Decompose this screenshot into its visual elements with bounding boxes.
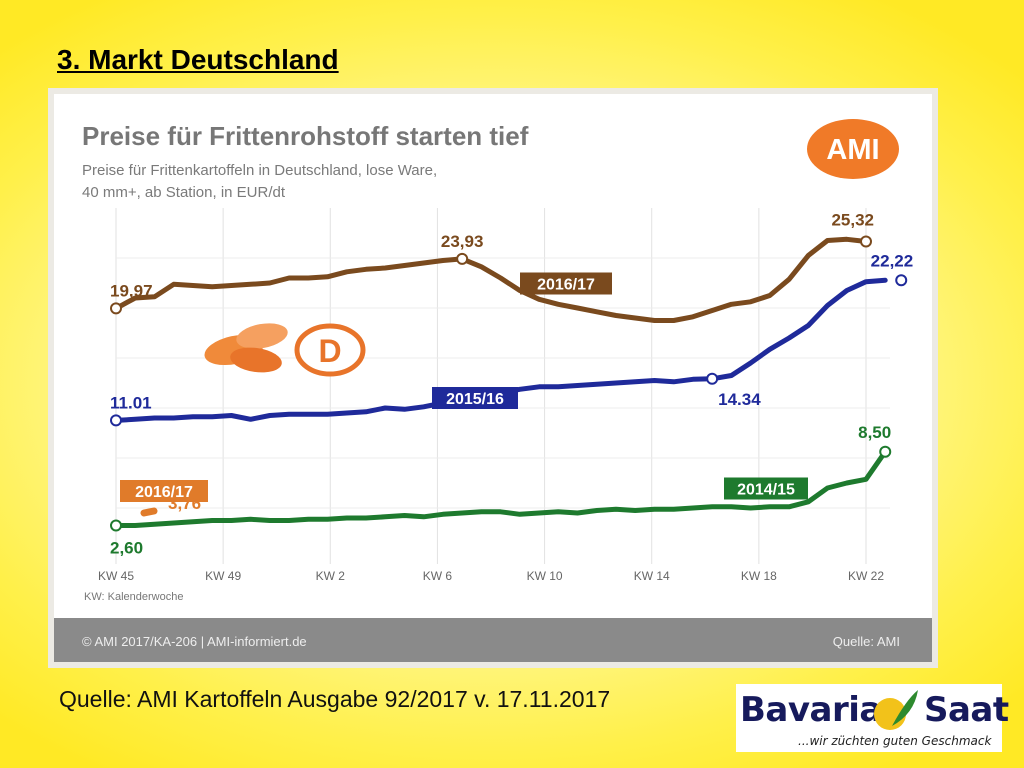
marker-2015-16-low xyxy=(706,372,719,385)
legend-tag-2014-15: 2014/15 xyxy=(737,482,795,499)
legend-tag-2015-16-bg xyxy=(432,387,518,409)
data-label-2016-17-end: 25,32 xyxy=(831,211,874,230)
logo-tagline: ...wir züchten guten Geschmack xyxy=(798,734,992,748)
marker-2016-17-start xyxy=(110,302,122,315)
logo-word-left: Bavaria xyxy=(740,690,882,730)
marker-2016-17-end xyxy=(860,235,872,248)
price-chart: Preise für Frittenrohstoff starten tief … xyxy=(48,88,938,668)
data-label-2016-17-current-end: 3,76 xyxy=(168,494,201,513)
logo-sun-icon xyxy=(874,690,918,730)
data-label-2014-15-end: 8,50 xyxy=(858,423,891,442)
x-tick-label: KW 49 xyxy=(205,569,241,583)
marker-2015-16-start xyxy=(110,414,122,427)
marker-2014-15-start xyxy=(110,519,122,532)
marker-2016-17-peak xyxy=(456,252,469,265)
data-label-2015-16-end: 22,22 xyxy=(871,251,914,270)
chart-footer-right: Quelle: AMI xyxy=(833,634,900,649)
data-label-2014-15-start: 2,60 xyxy=(110,539,143,558)
marker-2015-16-end xyxy=(895,274,908,287)
legend-tag-2016-17-current: 2016/17 xyxy=(135,484,193,501)
potato-icon xyxy=(204,323,288,373)
x-tick-label: KW 2 xyxy=(316,569,346,583)
chart-title: Preise für Frittenrohstoff starten tief xyxy=(82,121,529,151)
x-tick-label: KW 10 xyxy=(527,569,563,583)
chart-subtitle-line1: Preise für Frittenkartoffeln in Deutschl… xyxy=(82,162,437,179)
x-axis-label: KW: Kalenderwoche xyxy=(84,591,183,603)
legend-tag-2016-17-current-bg xyxy=(120,480,208,502)
legend-tag-2015-16: 2015/16 xyxy=(446,391,504,408)
x-tick-label: KW 14 xyxy=(634,569,670,583)
chart-plot-bg xyxy=(54,94,932,618)
x-tick-label: KW 6 xyxy=(423,569,453,583)
data-label-2016-17-start: 19,97 xyxy=(110,281,153,300)
series-line-2016-17-current xyxy=(140,507,158,517)
logo-word-right: Saat xyxy=(924,690,1009,730)
chart-footer-bar xyxy=(54,618,932,662)
x-tick-label: KW 18 xyxy=(741,569,777,583)
legend-tag-2016-17: 2016/17 xyxy=(537,277,595,294)
x-tick-label: KW 22 xyxy=(848,569,884,583)
x-tick-label: KW 45 xyxy=(98,569,134,583)
bavaria-saat-logo: Bavaria Saat ...wir züchten guten Geschm… xyxy=(736,684,1009,752)
marker-2014-15-end xyxy=(879,445,892,458)
legend-tag-2014-15-bg xyxy=(724,477,808,500)
ami-logo-text: AMI xyxy=(826,134,879,166)
label-layer: 19,97 23,93 25,32 2016/17 11.01 14.34 22,22 201… xyxy=(110,211,913,558)
chart-footer-left: © AMI 2017/KA-206 | AMI-informiert.de xyxy=(82,634,307,649)
chart-frame: Preise für Frittenrohstoff starten tief … xyxy=(48,88,938,668)
data-label-2016-17-peak: 23,93 xyxy=(441,232,484,251)
x-tick-labels: KW 45 KW 49 KW 2 KW 6 KW 10 KW 14 KW 18 KW 22 xyxy=(98,569,884,583)
slide-title: 3. Markt Deutschland xyxy=(57,44,339,75)
series-line-2014-15 xyxy=(113,449,888,528)
legend-tag-2016-17-bg xyxy=(520,272,612,295)
ami-logo-badge xyxy=(807,119,899,179)
source-caption: Quelle: AMI Kartoffeln Ausgabe 92/2017 v… xyxy=(59,686,611,712)
germany-flag-badge xyxy=(294,323,366,377)
data-label-2015-16-low: 14.34 xyxy=(718,390,761,409)
series-line-2016-17 xyxy=(113,236,869,323)
germany-flag-letter: D xyxy=(318,333,341,369)
chart-subtitle-line2: 40 mm+, ab Station, in EUR/dt xyxy=(82,184,286,201)
data-label-2015-16-start: 11.01 xyxy=(110,393,152,412)
